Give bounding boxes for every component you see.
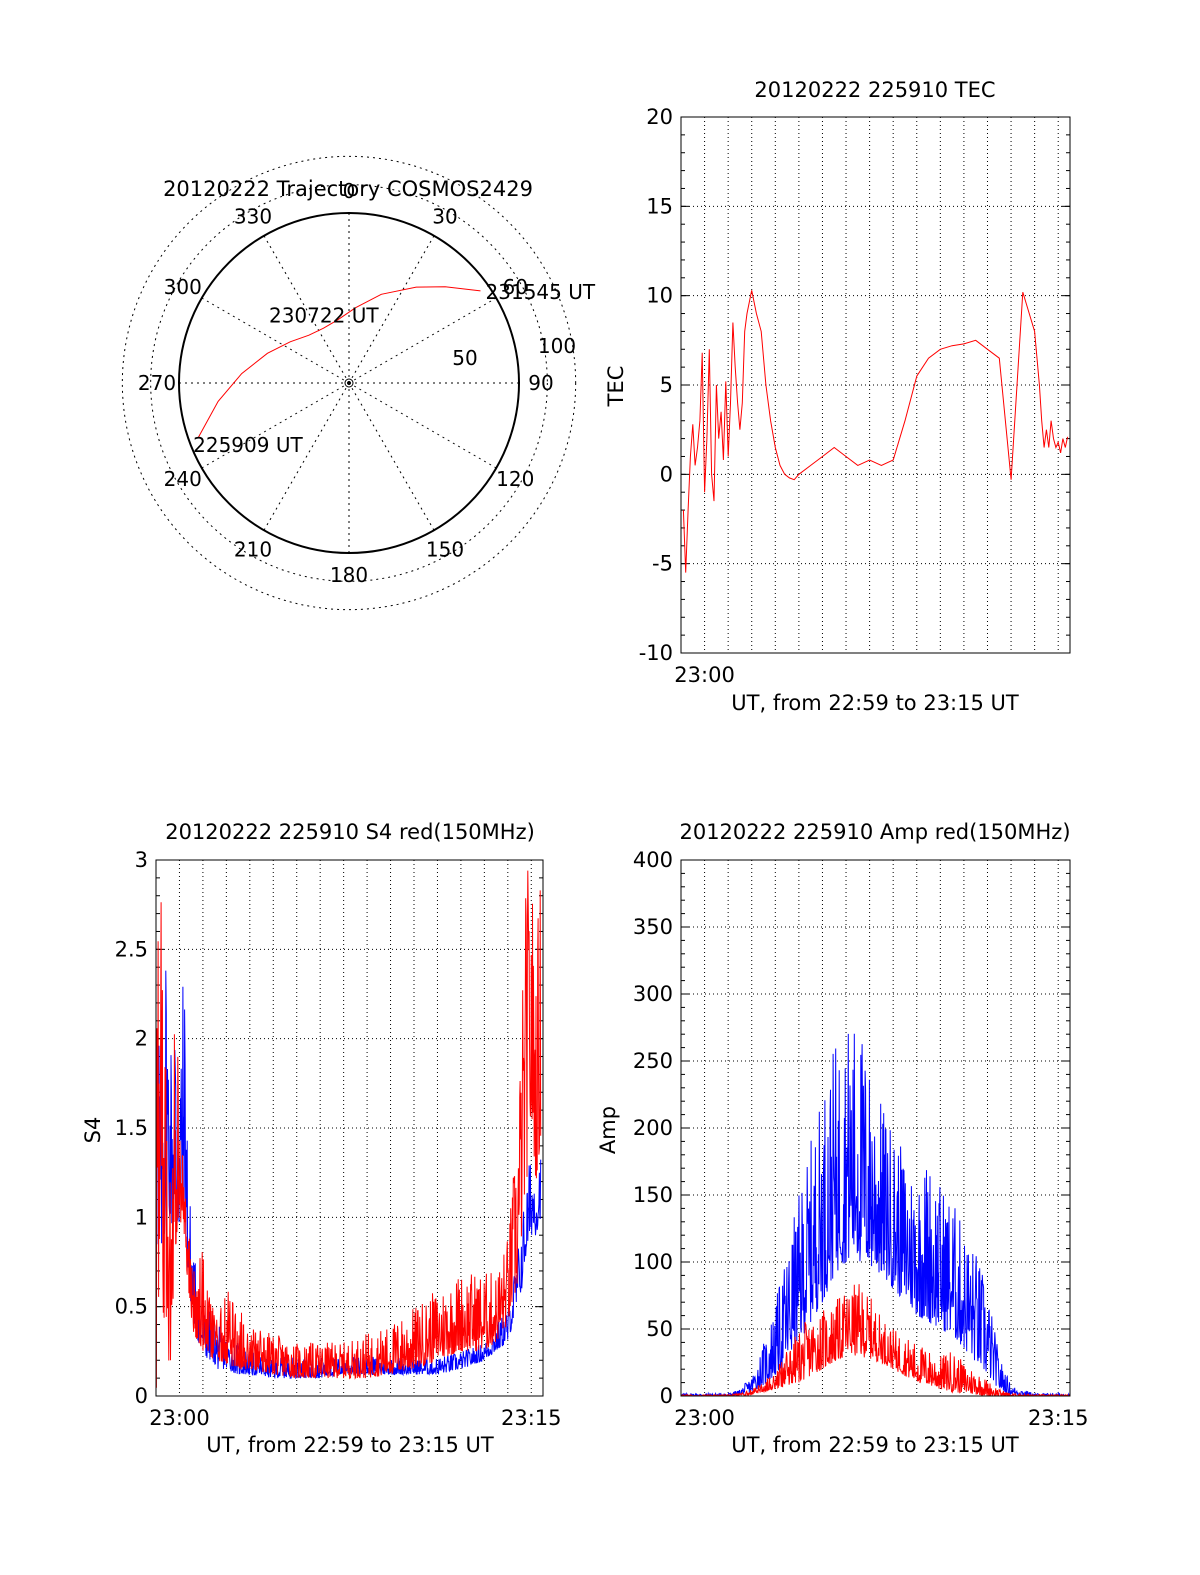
trajectory-point-label: 225909 UT: [193, 433, 303, 457]
s4-title: 20120222 225910 S4 red(150MHz): [165, 820, 535, 844]
series-layer: [681, 1033, 1070, 1396]
series-layer: [156, 870, 542, 1388]
radius-label: 100: [538, 334, 576, 358]
y-tick-label: 250: [633, 1049, 673, 1073]
azimuth-label: 0: [343, 179, 356, 203]
tec-ylabel: TEC: [604, 366, 628, 408]
s4-plot-area: 0 0.5 1 1.5 2 2.5 3 23:00 23:15: [115, 848, 562, 1430]
y-tick-label: -10: [639, 641, 673, 665]
polar-grid: [121, 155, 577, 611]
y-tick-label: 20: [646, 105, 673, 129]
x-tick-label: 23:00: [674, 663, 735, 687]
series-red-line: [156, 870, 542, 1388]
azimuth-label: 330: [234, 205, 272, 229]
tec-title: 20120222 225910 TEC: [754, 78, 995, 102]
x-tick-label: 23:15: [501, 1406, 562, 1430]
tec-plot-area: -10 -5 0 5 10 15 20 23:00: [639, 105, 1071, 687]
plot-frame: [680, 859, 1071, 1397]
azimuth-label: 270: [138, 371, 176, 395]
tec-xlabel: UT, from 22:59 to 23:15 UT: [731, 691, 1019, 715]
trajectory-polar-chart: 20120222 Trajectory COSMOS2429 0 30 60 90 12…: [121, 155, 596, 611]
azimuth-spoke: [201, 297, 350, 384]
trajectory-point-label: 230722 UT: [269, 304, 379, 328]
series-blue-line: [681, 1033, 1070, 1396]
elevation-circle: [121, 155, 577, 611]
x-tick-label: 23:00: [149, 1406, 210, 1430]
y-tick-label: 300: [633, 982, 673, 1006]
amp-title: 20120222 225910 Amp red(150MHz): [679, 820, 1070, 844]
y-tick-label: 2.5: [115, 937, 148, 961]
y-tick-label: 200: [633, 1116, 673, 1140]
y-tick-label: 350: [633, 915, 673, 939]
y-tick-label: 1.5: [115, 1116, 148, 1140]
amp-xlabel: UT, from 22:59 to 23:15 UT: [731, 1433, 1019, 1457]
amp-plot-area: 0 50 100 150 200 250 300 350 400 23:00 23:15: [633, 848, 1089, 1430]
y-tick-label: 0: [135, 1384, 148, 1408]
y-tick-label: 150: [633, 1183, 673, 1207]
x-tick-label: 23:00: [674, 1406, 735, 1430]
y-tick-label: 0.5: [115, 1295, 148, 1319]
s4-ylabel: S4: [81, 1117, 105, 1144]
azimuth-spoke: [348, 382, 497, 469]
y-tick-label: 1: [135, 1205, 148, 1229]
s4-chart: 20120222 225910 S4 red(150MHz) UT, from …: [81, 820, 562, 1457]
azimuth-label: 60: [503, 275, 528, 299]
y-tick-label: 400: [633, 848, 673, 872]
y-tick-label: 0: [660, 462, 673, 486]
azimuth-spoke: [348, 382, 435, 531]
radius-label: 50: [452, 346, 477, 370]
s4-xlabel: UT, from 22:59 to 23:15 UT: [206, 1433, 494, 1457]
y-tick-label: 3: [135, 848, 148, 872]
polar-series: [197, 286, 481, 439]
y-tick-label: 0: [660, 1384, 673, 1408]
y-tick-label: 5: [660, 373, 673, 397]
polar-labels: 0 30 60 90 120 150 180 210 240 270 300 330 50 100 2259…: [138, 179, 596, 587]
center-mark: [344, 378, 354, 388]
azimuth-label: 90: [528, 371, 553, 395]
amp-ylabel: Amp: [596, 1106, 620, 1154]
azimuth-label: 30: [432, 205, 457, 229]
y-tick-label: 50: [646, 1317, 673, 1341]
y-tick-label: 100: [633, 1250, 673, 1274]
azimuth-spoke: [263, 235, 350, 384]
x-tick-label: 23:15: [1028, 1406, 1089, 1430]
y-tick-label: 15: [646, 194, 673, 218]
elevation-circle: [150, 184, 548, 582]
plot-frame: [155, 859, 544, 1397]
series-red-line: [681, 1284, 1070, 1396]
tec-chart: 20120222 225910 TEC UT, from 22:59 to 23…: [604, 78, 1071, 715]
azimuth-label: 180: [330, 563, 368, 587]
azimuth-spoke: [348, 235, 435, 384]
azimuth-label: 210: [234, 537, 272, 561]
y-tick-label: 10: [646, 284, 673, 308]
azimuth-label: 120: [496, 467, 534, 491]
trajectory-title: 20120222 Trajectory COSMOS2429: [163, 177, 533, 201]
plot-frame: [680, 116, 1071, 654]
azimuth-label: 240: [164, 467, 202, 491]
y-tick-label: 2: [135, 1027, 148, 1051]
trajectory-line: [197, 286, 481, 439]
series-layer: [682, 290, 1069, 573]
trajectory-point-label: 231545 UT: [486, 280, 596, 304]
azimuth-label: 300: [164, 275, 202, 299]
azimuth-spoke: [201, 382, 350, 469]
series-red-line: [682, 290, 1069, 573]
amp-chart: 20120222 225910 Amp red(150MHz) UT, from…: [596, 820, 1088, 1457]
azimuth-spoke: [263, 382, 350, 531]
y-tick-label: -5: [652, 552, 673, 576]
azimuth-label: 150: [426, 537, 464, 561]
azimuth-spoke: [348, 297, 497, 384]
